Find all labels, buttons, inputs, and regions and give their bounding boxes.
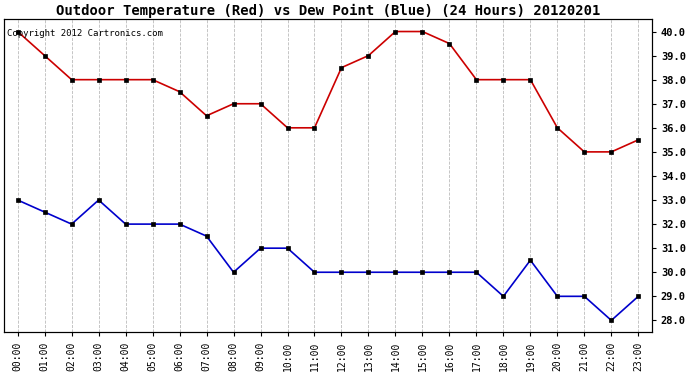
- Text: Copyright 2012 Cartronics.com: Copyright 2012 Cartronics.com: [8, 29, 164, 38]
- Title: Outdoor Temperature (Red) vs Dew Point (Blue) (24 Hours) 20120201: Outdoor Temperature (Red) vs Dew Point (…: [56, 4, 600, 18]
